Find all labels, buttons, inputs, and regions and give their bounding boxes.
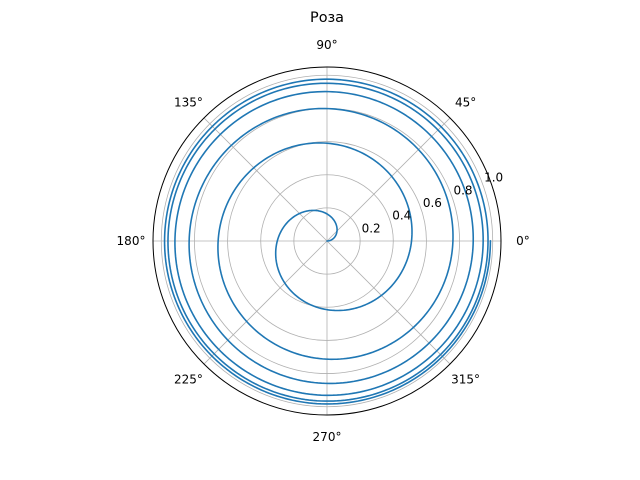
angle-tick-label-90: 90° [316,38,337,52]
radial-tick-label-0.6: 0.6 [423,196,442,210]
angle-tick-label-270: 270° [313,430,342,444]
chart-title: Роза [310,10,344,26]
angle-gridline-225 [203,240,328,365]
radial-gridline-1.0 [160,74,494,408]
radial-gridline-0.6 [227,141,427,341]
angle-tick-label-45: 45° [455,95,476,109]
angle-tick-label-135: 135° [174,95,203,109]
series-layer [163,78,492,405]
label-layer: 0° 45° 90° 135° 180° 225° 270° 315° 0.2 0.4 0.6 0.8… [117,38,530,444]
radial-gridline-0.2 [293,207,361,275]
radial-tick-label-0.8: 0.8 [453,183,472,197]
angle-tick-label-180: 180° [117,234,146,248]
angle-tick-label-315: 315° [451,373,480,387]
radial-gridline-0.4 [260,174,394,308]
radial-tick-label-0.2: 0.2 [362,221,381,235]
radial-tick-label-1.0: 1.0 [484,171,503,185]
angle-gridline-135 [203,117,328,242]
polar-frame [152,66,502,416]
angle-tick-label-0: 0° [516,234,530,248]
radial-tick-label-0.4: 0.4 [392,209,411,223]
series-line-0 [163,78,492,405]
angle-gridline-45 [326,117,451,242]
angle-tick-label-225: 225° [174,373,203,387]
